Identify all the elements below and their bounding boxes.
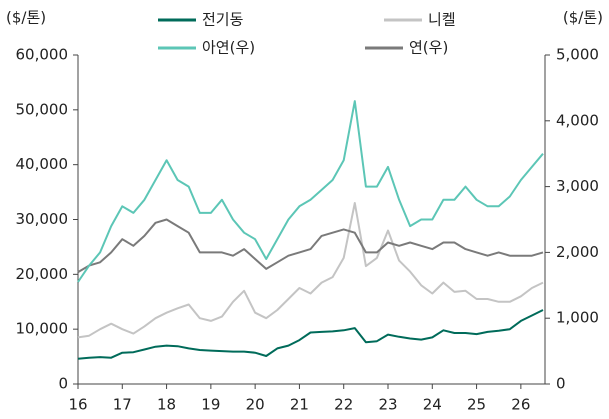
y-tick-label: 10,000 bbox=[16, 320, 69, 338]
series-line bbox=[77, 218, 544, 273]
y-tick-label: 30,000 bbox=[16, 210, 69, 228]
legend-label: 아연(우) bbox=[202, 39, 255, 57]
y-tick-label: 20,000 bbox=[16, 265, 69, 283]
y-tick-label: 0 bbox=[58, 375, 68, 393]
x-tick-label: 22 bbox=[334, 396, 353, 414]
x-tick-label: 26 bbox=[511, 396, 530, 414]
x-tick-label: 16 bbox=[68, 396, 87, 414]
x-tick-label: 24 bbox=[423, 396, 442, 414]
x-tick-label: 23 bbox=[378, 396, 397, 414]
y2-tick-label: 0 bbox=[556, 375, 566, 393]
y2-tick-label: 3,000 bbox=[556, 177, 599, 195]
y2-tick-label: 1,000 bbox=[556, 309, 599, 327]
legend-label: 연(우) bbox=[409, 39, 448, 57]
y-tick-label: 40,000 bbox=[16, 155, 69, 173]
y2-axis-label: ($/톤) bbox=[563, 9, 603, 27]
series-line bbox=[77, 100, 544, 283]
y-axis-label: ($/톤) bbox=[6, 9, 46, 27]
legend-label: 전기동 bbox=[202, 11, 244, 29]
series-line bbox=[77, 202, 544, 339]
x-tick-label: 25 bbox=[467, 396, 486, 414]
y-tick-label: 50,000 bbox=[16, 100, 69, 118]
y2-tick-label: 2,000 bbox=[556, 243, 599, 261]
x-tick-label: 19 bbox=[201, 396, 220, 414]
y-tick-label: 60,000 bbox=[16, 46, 69, 64]
y2-tick-label: 4,000 bbox=[556, 111, 599, 129]
legend-label: 니켈 bbox=[428, 11, 456, 29]
x-tick-label: 21 bbox=[290, 396, 309, 414]
x-tick-label: 18 bbox=[157, 396, 176, 414]
y2-tick-label: 5,000 bbox=[556, 46, 599, 64]
series-line bbox=[77, 309, 544, 360]
x-tick-label: 17 bbox=[113, 396, 132, 414]
x-tick-label: 20 bbox=[246, 396, 265, 414]
